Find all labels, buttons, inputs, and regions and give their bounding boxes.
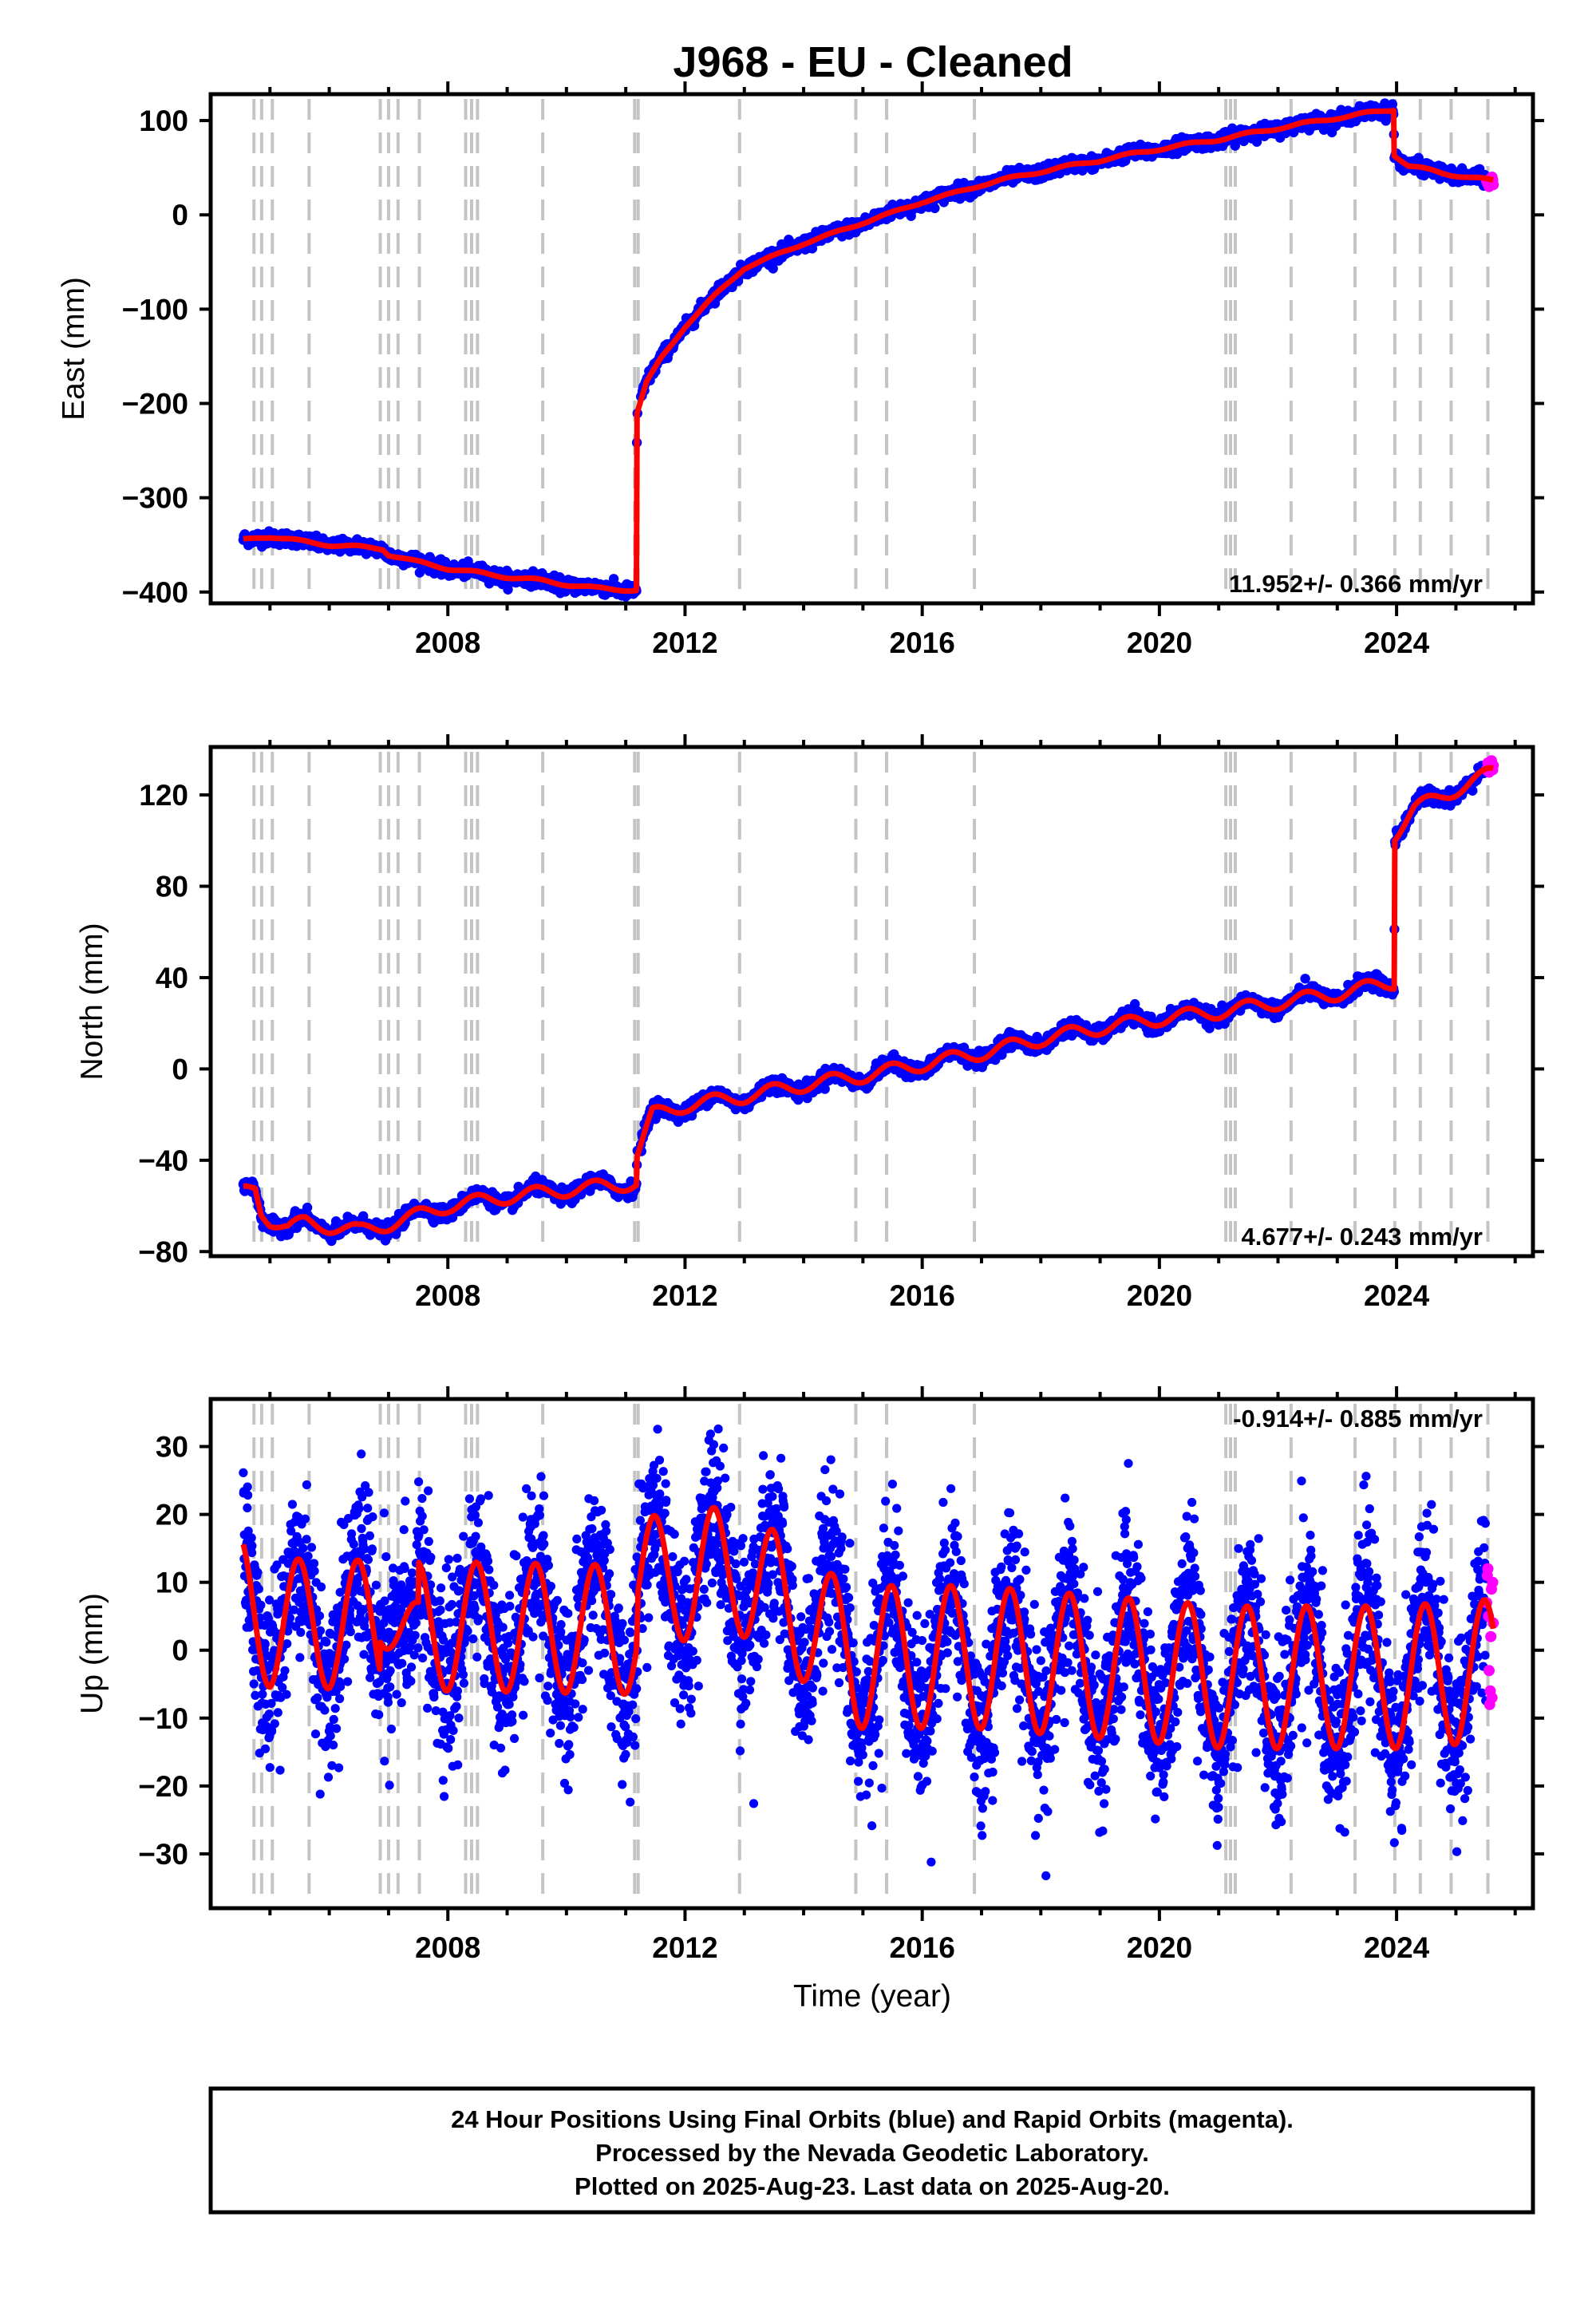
data-point [1300, 974, 1310, 984]
x-tick-label: 2008 [415, 626, 480, 659]
east-panel: −400 −300 −200 −100 0 100 2008 2012 2016 2020 2024… [57, 81, 1544, 659]
y-tick-label: −200 [122, 388, 188, 421]
chart-title: J968 - EU - Cleaned [673, 38, 1073, 86]
y-tick-label: 0 [172, 199, 188, 231]
y-tick-label: −300 [122, 482, 188, 515]
y-tick-label: −400 [122, 576, 188, 609]
x-tick-label: 2012 [652, 626, 717, 659]
velocity-label: 11.952+/- 0.366 mm/yr [1229, 570, 1483, 598]
x-tick-label: 2020 [1127, 626, 1192, 659]
y-axis-label: East (mm) [57, 277, 91, 421]
x-tick-label: 2016 [890, 626, 955, 659]
y-tick-label: 100 [139, 105, 188, 137]
x-tick-label: 2024 [1364, 626, 1430, 659]
y-tick-label: −100 [122, 293, 188, 326]
data-point [930, 203, 940, 214]
